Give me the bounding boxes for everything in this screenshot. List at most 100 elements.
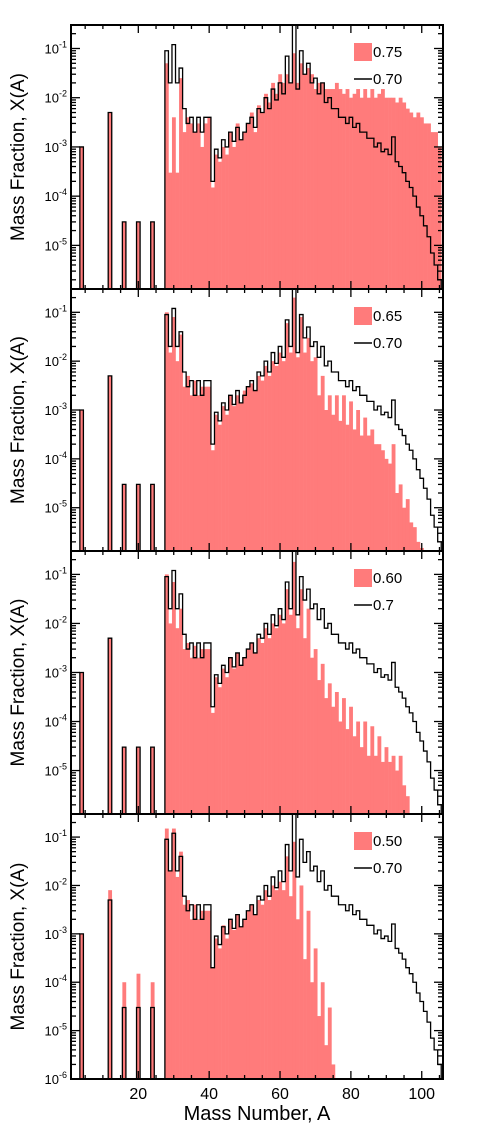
bar bbox=[370, 726, 375, 814]
bar bbox=[257, 638, 261, 814]
bar bbox=[292, 561, 297, 814]
legend-label: 0.65 bbox=[373, 308, 402, 325]
bar bbox=[306, 910, 311, 1079]
bar bbox=[264, 93, 268, 289]
bar bbox=[200, 910, 205, 1079]
bar bbox=[412, 527, 417, 551]
bar bbox=[253, 652, 258, 814]
bar bbox=[218, 948, 222, 1079]
bar bbox=[377, 93, 382, 289]
bar bbox=[320, 375, 325, 551]
bar bbox=[242, 132, 247, 289]
bar bbox=[228, 132, 233, 289]
bar bbox=[395, 102, 400, 289]
bar bbox=[200, 386, 205, 551]
legend-swatch-bar bbox=[354, 43, 372, 61]
bar bbox=[281, 623, 286, 814]
bar bbox=[370, 429, 375, 551]
bar bbox=[267, 102, 272, 289]
bar bbox=[182, 904, 187, 1079]
bar bbox=[299, 63, 304, 289]
bar bbox=[108, 890, 113, 1079]
bar bbox=[214, 414, 219, 551]
bar bbox=[331, 89, 336, 289]
x-tick-label: 20 bbox=[129, 1086, 147, 1103]
bar bbox=[171, 317, 176, 551]
bar bbox=[299, 317, 304, 551]
legend-label: 0.75 bbox=[373, 44, 402, 61]
bar bbox=[221, 406, 226, 551]
bar bbox=[214, 677, 219, 814]
legend-swatch-bar bbox=[354, 832, 372, 850]
bar bbox=[171, 581, 176, 814]
bar bbox=[196, 123, 201, 289]
y-tick-label: 10-1 bbox=[45, 303, 67, 320]
bar bbox=[108, 375, 113, 551]
bar bbox=[136, 484, 141, 551]
bar bbox=[295, 82, 300, 289]
bar bbox=[285, 323, 290, 551]
bar bbox=[239, 665, 244, 814]
chart-panel-2: 10-5 10-4 10-3 10-2 10-1 Mass Fraction, X(A) 0… bbox=[8, 288, 444, 552]
bar bbox=[175, 876, 180, 1079]
bar bbox=[257, 900, 261, 1079]
bar bbox=[274, 93, 279, 289]
bar bbox=[175, 628, 180, 814]
bar bbox=[313, 89, 318, 289]
bar bbox=[384, 747, 389, 814]
legend: 0.50 0.70 bbox=[354, 832, 402, 877]
bar bbox=[338, 420, 343, 551]
bar bbox=[196, 657, 201, 814]
bar bbox=[303, 959, 307, 1079]
bar bbox=[150, 982, 155, 1079]
bar bbox=[260, 380, 265, 551]
bar bbox=[295, 919, 300, 1079]
bar bbox=[246, 649, 251, 814]
bar bbox=[196, 395, 201, 551]
bar bbox=[264, 890, 268, 1079]
bar bbox=[253, 132, 258, 289]
y-tick-label: 10-4 bbox=[45, 450, 67, 467]
y-tick-label: 10-1 bbox=[45, 565, 67, 582]
x-axis-label: Mass Number, A bbox=[184, 1103, 331, 1123]
legend: 0.60 0.7 bbox=[354, 569, 402, 614]
bar bbox=[193, 132, 198, 289]
bar bbox=[345, 424, 350, 551]
bar bbox=[79, 146, 84, 289]
bar bbox=[373, 444, 378, 551]
bar bbox=[391, 755, 396, 814]
bar bbox=[214, 154, 219, 289]
bar bbox=[235, 652, 240, 814]
bar bbox=[356, 721, 361, 814]
bar bbox=[108, 112, 113, 289]
bar bbox=[384, 97, 389, 290]
bar bbox=[207, 386, 212, 551]
y-ticks bbox=[71, 550, 443, 806]
bar bbox=[299, 589, 304, 814]
bar bbox=[186, 117, 190, 289]
bar bbox=[203, 649, 208, 814]
bar bbox=[416, 112, 421, 289]
bar bbox=[242, 919, 247, 1079]
y-tick-label: 10-2 bbox=[45, 89, 67, 106]
bar bbox=[356, 89, 361, 289]
bar bbox=[313, 948, 318, 1079]
bar bbox=[352, 736, 357, 814]
bar bbox=[405, 108, 410, 289]
y-axis-label: Mass Fraction, X(A) bbox=[8, 73, 29, 241]
bar bbox=[434, 132, 438, 289]
bar bbox=[377, 736, 382, 814]
bar bbox=[310, 657, 314, 814]
bar bbox=[232, 668, 237, 814]
bar bbox=[342, 93, 346, 289]
bar bbox=[327, 683, 332, 814]
bar bbox=[232, 146, 237, 289]
x-tick-label: 40 bbox=[200, 1086, 218, 1103]
legend-label: 0.50 bbox=[373, 833, 402, 850]
y-axis-label: Mass Fraction, X(A) bbox=[8, 336, 29, 504]
bar bbox=[373, 755, 378, 814]
bar bbox=[352, 93, 357, 289]
bar bbox=[150, 747, 155, 814]
y-tick-label: 10-4 bbox=[45, 713, 67, 730]
bar bbox=[359, 435, 364, 551]
